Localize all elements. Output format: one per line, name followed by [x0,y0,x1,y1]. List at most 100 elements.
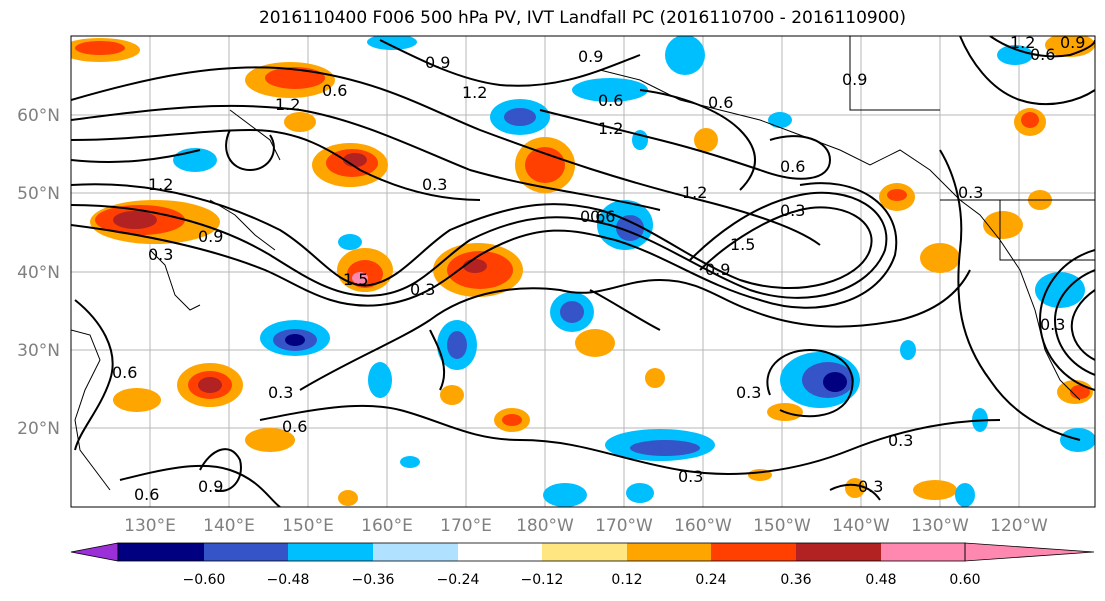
pv-contour-17 [1053,269,1095,376]
colorbar-tick-label: 0.36 [780,572,811,588]
pv-contour-18 [1070,289,1095,361]
colorbar-segment [542,543,627,561]
japan-coast [149,249,201,311]
pv-contour-12 [259,404,1001,475]
map-content: 0.6 0.9 1.2 0.6 0.9 1.2 0.6 1.2 0.9 1.2 … [71,33,1095,507]
lat-label-40n: 40°N [17,263,60,283]
graticule [71,36,1095,507]
pv-contour-11 [299,269,971,391]
pv-contour-16 [1038,249,1095,391]
chart-title: 2016110400 F006 500 hPa PV, IVT Landfall… [258,8,906,28]
pv-contour-25 [589,289,661,331]
lat-label-50n: 50°N [17,184,60,204]
pv-contour-14 [199,448,242,492]
colorbar: −0.60 −0.48 −0.36 −0.24 −0.12 0.12 0.24 … [70,542,1095,588]
contour-label: 0.9 [842,70,867,89]
colorbar-tick-label: 0.12 [611,572,642,588]
colorbar-tick-label: 0.24 [695,572,726,588]
coastlines [71,36,1095,491]
lon-label-160w: 160°W [674,516,732,536]
pv-contour-13 [119,464,281,507]
pv-contour-23 [225,129,275,172]
contour-label: 1.5 [730,235,755,254]
contour-label: 1.2 [148,175,173,194]
contour-label: 0.6 [780,157,805,176]
colorbar-tick-label: 0.48 [865,572,896,588]
alaska-coast [599,69,946,186]
lon-label-150w: 150°W [753,516,811,536]
lon-label-140w: 140°W [832,516,890,536]
contour-label-group: 0.6 0.9 1.2 0.6 0.9 1.2 0.6 1.2 0.9 1.2 … [112,33,1085,504]
colorbar-tick-label: −0.48 [267,572,310,588]
contour-label: 0.3 [736,383,761,402]
colorbar-tick-label: −0.60 [183,572,226,588]
contour-label: 0.9 [198,477,223,496]
lon-label-130e: 130°E [124,516,176,536]
contour-label: 0.6 [1030,45,1055,64]
pv-contour-4 [71,66,821,246]
lon-label-150e: 150°E [282,516,334,536]
pv-contour-9 [539,109,832,180]
kuril-coast [209,199,276,251]
lon-label-140e: 140°E [203,516,255,536]
colorbar-tick-label: −0.12 [521,572,564,588]
north-america-west-coast [944,184,1081,401]
contour-label: 0.6 [134,485,159,504]
lat-labels: 60°N 50°N 40°N 30°N 20°N [17,106,60,439]
lon-label-160e: 160°E [361,516,413,536]
pv-contour-22 [74,299,114,451]
contour-label: 1.2 [462,83,487,102]
contour-label: 0.6 [598,91,623,110]
pv-contours [71,36,1095,507]
pv-contour-3 [71,182,898,309]
colorbar-tick-label: −0.36 [352,572,395,588]
contour-label: 0.6 [708,93,733,112]
pv-contour-2 [71,191,888,299]
lon-label-180w: 180°W [516,516,574,536]
lat-label-60n: 60°N [17,106,60,126]
colorbar-tick-label: −0.24 [437,572,480,588]
lat-label-30n: 30°N [17,341,60,361]
contour-label: 0.3 [888,431,913,450]
pv-contour-1 [71,183,873,289]
colorbar-segment [711,543,796,561]
colorbar-segment [288,543,373,561]
contour-label: 0.3 [422,175,447,194]
contour-label: 1.2 [1010,33,1035,52]
state-border [999,200,1095,261]
colorbar-right-extension [964,542,1095,562]
contour-label: 0.9 [578,47,603,66]
lon-label-120w: 120°W [990,516,1048,536]
contour-label: 1.5 [343,270,368,289]
pv-contour-10 [639,89,756,191]
colorbar-segment [881,543,965,561]
contour-label: 0.6 [282,417,307,436]
pv-contour-5 [71,104,661,211]
contour-label: 1.2 [682,183,707,202]
contour-label: 0.9 [198,227,223,246]
pv-contour-19 [959,36,1095,106]
pv-contour-8 [379,39,641,87]
contour-label: 0.6 [322,81,347,100]
colorbar-left-extension [70,542,119,562]
contour-label: 0.3 [858,477,883,496]
colorbar-segment [373,543,458,561]
colorbar-segment [627,543,711,561]
map-frame [70,35,1096,508]
contour-label: 1.2 [598,119,623,138]
contour-label: 0.3 [1040,315,1065,334]
pv-contour-6 [71,128,481,201]
contour-label: 0.9 [1060,33,1085,52]
pv-contour-24 [429,329,446,391]
contour-label: 0.6 [112,363,137,382]
contour-label: 0.6 [590,207,615,226]
asia-coast [71,329,111,491]
kamchatka-coast [229,109,281,161]
contour-label: 1.2 [275,95,300,114]
contour-label: 0.6 [580,207,605,226]
colorbar-segment [204,543,288,561]
colorbar-segment [118,543,204,561]
pv-contour-21 [939,149,1081,441]
colorbar-tick-label: 0.60 [949,572,980,588]
